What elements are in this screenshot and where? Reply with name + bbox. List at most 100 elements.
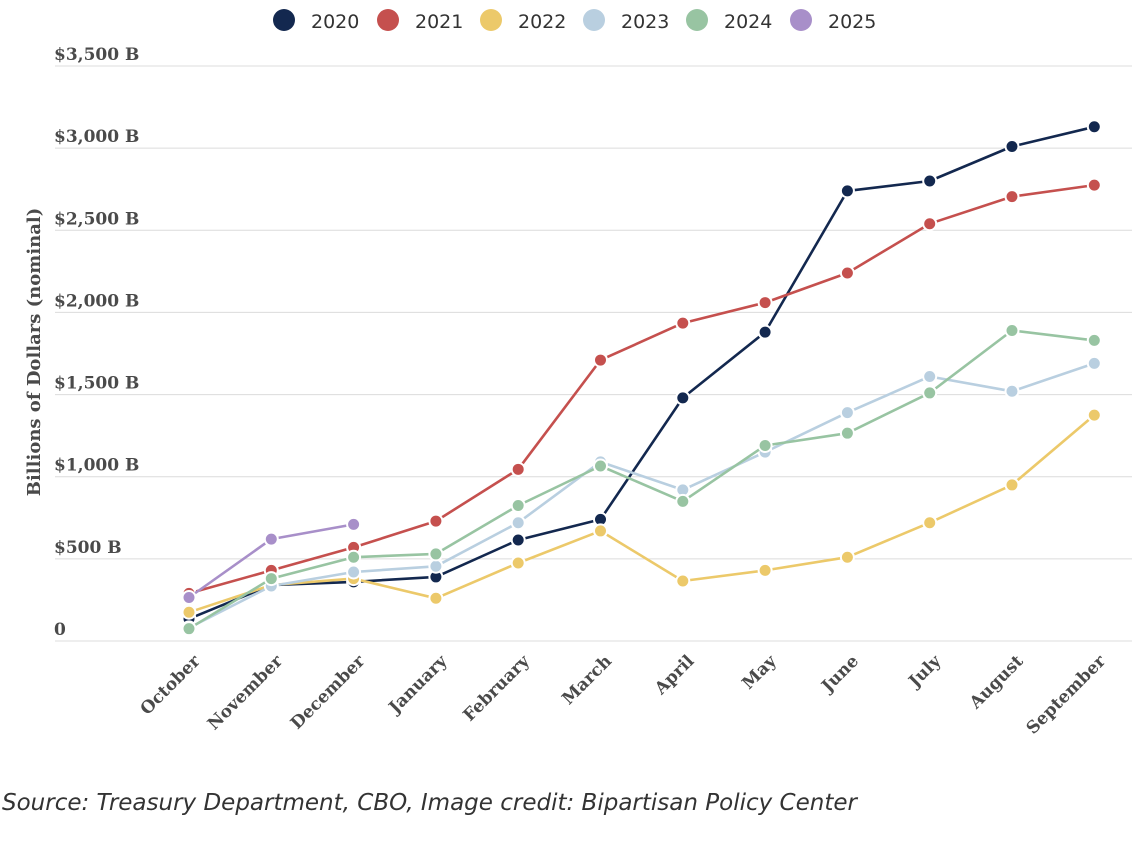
data-point	[428, 558, 444, 574]
legend-marker	[686, 9, 708, 31]
y-tick-label: $1,000 B	[54, 456, 139, 476]
x-tick-label: January	[384, 651, 452, 719]
data-point	[263, 571, 279, 587]
data-point	[839, 183, 855, 199]
data-point	[510, 497, 526, 513]
data-point	[757, 295, 773, 311]
data-point	[593, 458, 608, 474]
series-2021	[181, 177, 1102, 601]
legend-marker	[583, 9, 605, 31]
x-tick-label: December	[287, 651, 370, 734]
data-point	[346, 549, 362, 565]
data-point	[922, 515, 938, 531]
data-point	[346, 564, 362, 580]
legend-label: 2023	[621, 11, 669, 33]
legend-label: 2021	[415, 11, 463, 33]
data-point	[593, 523, 608, 539]
data-point	[1004, 139, 1020, 154]
legend-marker	[273, 9, 295, 31]
legend-marker	[377, 9, 399, 31]
y-tick-label: $1,500 B	[54, 374, 139, 394]
data-point	[1086, 407, 1102, 423]
series-line	[188, 183, 1095, 595]
series-2024	[181, 323, 1102, 637]
data-point	[346, 516, 362, 532]
series-line	[188, 414, 1096, 614]
source-caption: Source: Treasury Department, CBO, Image …	[2, 790, 857, 816]
series-2020	[181, 119, 1102, 627]
series-group	[181, 119, 1102, 637]
data-point	[510, 515, 526, 531]
data-point	[428, 546, 444, 562]
legend-item: 2023	[583, 9, 669, 33]
data-point	[1004, 477, 1020, 493]
x-tick-label: July	[904, 651, 946, 693]
series-2023	[181, 355, 1102, 636]
legend-item: 2024	[686, 9, 772, 33]
data-point	[922, 369, 938, 384]
series-line	[188, 125, 1095, 621]
legend-item: 2022	[480, 9, 566, 33]
legend-label: 2022	[518, 11, 566, 33]
series-line	[188, 362, 1095, 630]
data-point	[428, 513, 444, 529]
data-point	[1086, 177, 1102, 193]
data-point	[510, 555, 526, 571]
legend-item: 2025	[790, 9, 876, 33]
data-point	[428, 590, 444, 606]
series-2022	[181, 407, 1102, 620]
data-point	[1086, 332, 1102, 348]
data-point	[839, 425, 855, 441]
data-point	[1004, 323, 1020, 338]
legend-label: 2020	[311, 11, 359, 33]
x-axis-ticks: October November December January February Ma…	[137, 651, 1111, 739]
x-tick-label: October	[137, 651, 206, 720]
data-point	[922, 385, 938, 401]
data-point	[263, 531, 279, 547]
data-point	[675, 390, 691, 406]
data-point	[922, 216, 938, 232]
data-point	[757, 324, 773, 340]
data-point	[181, 589, 197, 605]
x-tick-label: June	[817, 651, 864, 698]
data-point	[922, 173, 938, 189]
data-point	[757, 562, 773, 578]
data-point	[757, 438, 773, 453]
y-tick-label: $2,500 B	[54, 209, 139, 229]
data-point	[1004, 383, 1020, 399]
x-tick-label: May	[738, 651, 781, 694]
x-tick-label: March	[558, 651, 616, 709]
legend-item: 2021	[377, 9, 463, 33]
chart-legend: 2020 2021 2022 2023 2024 2025	[273, 9, 876, 33]
y-tick-label: $2,000 B	[54, 291, 139, 311]
data-point	[839, 265, 855, 281]
data-point	[839, 549, 855, 565]
series-2025	[181, 516, 362, 605]
y-tick-label: $3,000 B	[54, 127, 139, 147]
y-axis-label: Billions of Dollars (nominal)	[24, 208, 45, 497]
series-line	[188, 329, 1095, 630]
data-point	[675, 573, 691, 589]
data-point	[1086, 119, 1102, 135]
legend-label: 2024	[724, 11, 772, 33]
data-point	[1004, 189, 1020, 205]
data-point	[1086, 355, 1102, 371]
data-point	[675, 315, 691, 331]
x-tick-label: August	[965, 651, 1027, 713]
y-tick-label: 0	[54, 620, 66, 640]
y-axis-ticks: 0 $500 B $1,000 B $1,500 B $2,000 B $2,500 B $…	[54, 45, 139, 640]
data-point	[675, 493, 691, 509]
data-point	[510, 532, 526, 548]
y-tick-label: $500 B	[54, 538, 122, 558]
line-chart: 2020 2021 2022 2023 2024 2025 0 $500 B $1,000 B…	[24, 9, 1132, 739]
legend-item: 2020	[273, 9, 359, 33]
legend-label: 2025	[828, 11, 876, 33]
x-tick-label: February	[459, 651, 534, 726]
data-point	[593, 352, 608, 368]
x-tick-label: September	[1023, 651, 1111, 739]
x-tick-label: November	[204, 651, 288, 735]
x-tick-label: April	[650, 651, 698, 699]
data-point	[181, 621, 197, 637]
data-point	[181, 604, 197, 620]
legend-marker	[790, 9, 812, 31]
